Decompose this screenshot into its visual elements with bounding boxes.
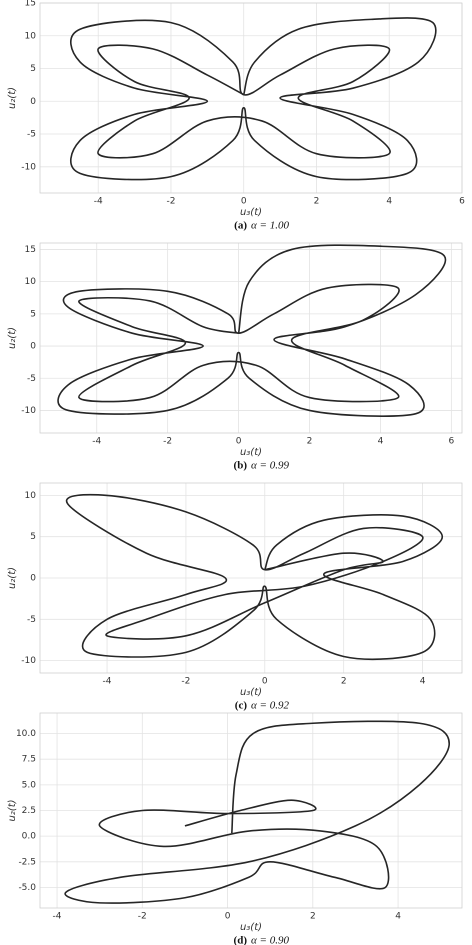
- y-tick-label: 15: [25, 0, 36, 9]
- y-tick-label: 0: [30, 342, 36, 352]
- x-tick-label: -2: [181, 677, 190, 687]
- panel-label: (d): [234, 935, 248, 945]
- panel-label: (b): [234, 460, 248, 472]
- y-tick-label: -2.5: [18, 857, 36, 867]
- y-tick-label: 0.0: [22, 832, 37, 842]
- plot-frame: [39, 242, 463, 434]
- caption: α = 0.90: [251, 935, 289, 945]
- x-tick-label: 2: [310, 912, 316, 922]
- y-tick-label: -5: [27, 374, 36, 384]
- x-tick-label: 0: [262, 677, 268, 687]
- x-tick-label: 2: [307, 437, 313, 447]
- panel-label: (c): [235, 700, 248, 712]
- trajectory: [57, 244, 447, 417]
- y-tick-label: 10: [25, 31, 37, 41]
- x-tick-label: 0: [236, 437, 242, 447]
- x-tick-label: 4: [386, 197, 392, 207]
- y-axis-label: u₂(t): [7, 87, 18, 109]
- x-tick-label: -4: [94, 197, 103, 207]
- x-tick-label: -4: [53, 912, 62, 922]
- y-tick-label: 10: [25, 277, 37, 287]
- trajectory: [70, 17, 437, 181]
- y-tick-label: 5: [30, 64, 36, 74]
- y-tick-label: -5: [27, 130, 36, 140]
- y-tick-label: 5: [30, 309, 36, 319]
- plot-frame: [39, 482, 463, 674]
- x-tick-label: -4: [92, 437, 101, 447]
- x-axis-label: u₃(t): [240, 447, 262, 458]
- y-axis-label: u₂(t): [7, 327, 18, 349]
- x-tick-label: -2: [138, 912, 147, 922]
- y-tick-label: -10: [21, 656, 36, 666]
- y-tick-label: 0: [30, 574, 36, 584]
- y-tick-label: 10.0: [16, 729, 36, 739]
- x-tick-label: -2: [163, 437, 172, 447]
- x-tick-label: 2: [341, 677, 347, 687]
- plot-frame: [39, 2, 463, 194]
- caption: α = 0.92: [251, 700, 289, 712]
- y-axis-label: u₂(t): [7, 799, 18, 821]
- x-tick-label: 0: [241, 197, 247, 207]
- x-tick-label: 4: [395, 912, 401, 922]
- y-tick-label: 5: [30, 532, 36, 542]
- y-tick-label: -5.0: [18, 883, 36, 893]
- y-axis-label: u₂(t): [7, 567, 18, 589]
- y-tick-label: 5.0: [22, 780, 37, 790]
- x-axis-label: u₃(t): [240, 922, 262, 933]
- x-tick-label: 0: [225, 912, 231, 922]
- y-tick-label: -5: [27, 615, 36, 625]
- y-tick-label: 10: [25, 491, 37, 501]
- trajectory: [64, 720, 451, 904]
- x-tick-label: -2: [166, 197, 175, 207]
- x-tick-label: 4: [378, 437, 384, 447]
- panel-label: (a): [234, 220, 247, 232]
- x-tick-label: 6: [459, 197, 465, 207]
- y-tick-label: 15: [25, 245, 36, 255]
- y-tick-label: 7.5: [22, 755, 36, 765]
- x-axis-label: u₃(t): [240, 207, 262, 218]
- x-tick-label: 6: [448, 437, 454, 447]
- x-tick-label: -4: [103, 677, 112, 687]
- y-tick-label: -10: [21, 406, 36, 416]
- x-axis-label: u₃(t): [240, 687, 262, 698]
- caption: α = 1.00: [251, 220, 289, 232]
- trajectory: [65, 493, 444, 661]
- x-tick-label: 2: [314, 197, 320, 207]
- y-tick-label: 2.5: [22, 806, 36, 816]
- x-tick-label: 4: [420, 677, 426, 687]
- caption: α = 0.99: [251, 460, 289, 472]
- y-tick-label: 0: [30, 97, 36, 107]
- plot-frame: [39, 712, 463, 909]
- y-tick-label: -10: [21, 162, 36, 172]
